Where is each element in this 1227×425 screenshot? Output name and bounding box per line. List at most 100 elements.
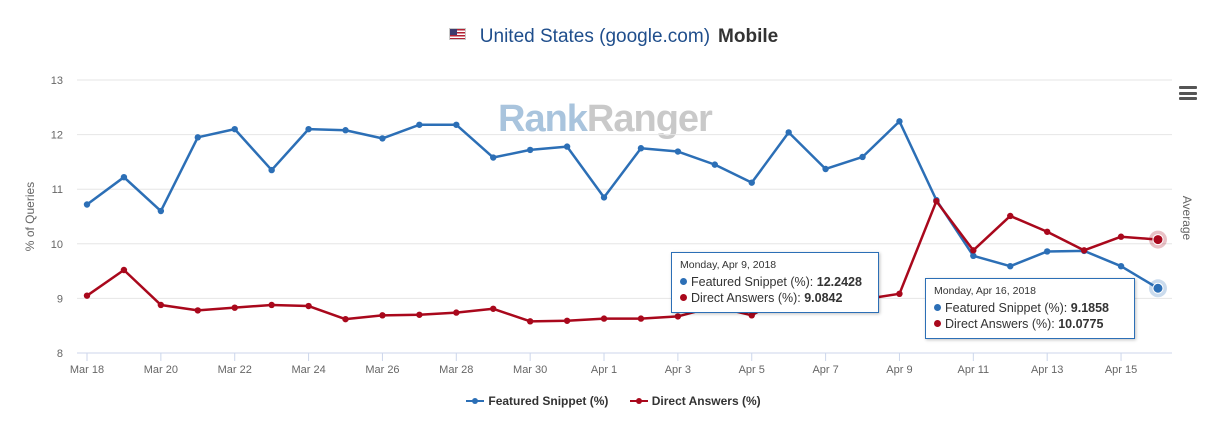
data-point[interactable] xyxy=(526,146,534,154)
x-tick-label: Apr 11 xyxy=(958,364,990,376)
data-point[interactable] xyxy=(268,166,275,174)
data-point[interactable] xyxy=(970,247,977,254)
data-point[interactable] xyxy=(711,161,719,168)
data-point[interactable] xyxy=(859,153,866,161)
tooltip-value: 10.0775 xyxy=(1058,317,1104,331)
data-point[interactable] xyxy=(416,311,423,318)
tooltip-apr-16: Monday, Apr 16, 2018 Featured Snippet (%… xyxy=(925,278,1135,339)
hamburger-menu-icon[interactable] xyxy=(1179,86,1197,100)
y-tick-label: 13 xyxy=(51,75,63,87)
featured-snippet-dot-icon xyxy=(680,278,687,285)
data-point[interactable] xyxy=(748,312,755,319)
x-tick-label: Apr 13 xyxy=(1031,364,1063,376)
legend-item-direct-answers[interactable]: Direct Answers (%) xyxy=(629,394,761,408)
x-tick-label: Apr 1 xyxy=(591,364,617,376)
data-point[interactable] xyxy=(748,179,755,186)
tooltip-row-direct: Direct Answers (%): 9.0842 xyxy=(680,290,870,306)
legend-line-marker-icon xyxy=(629,396,648,406)
data-point[interactable] xyxy=(305,302,312,310)
data-point[interactable] xyxy=(342,315,349,323)
tooltip-row-featured: Featured Snippet (%): 9.1858 xyxy=(934,300,1126,316)
data-point[interactable] xyxy=(231,304,238,311)
data-point[interactable] xyxy=(896,290,903,298)
data-point[interactable] xyxy=(1007,212,1014,220)
y-tick-label: 12 xyxy=(51,130,63,142)
data-point[interactable] xyxy=(674,148,682,155)
data-point[interactable] xyxy=(268,301,275,309)
data-point[interactable] xyxy=(453,309,460,316)
x-tick-label: Mar 24 xyxy=(291,364,325,376)
grid-lines xyxy=(77,79,1172,354)
data-point[interactable] xyxy=(194,134,201,141)
data-point[interactable] xyxy=(342,127,349,134)
direct-answers-dot-icon xyxy=(680,294,687,301)
data-point[interactable] xyxy=(600,315,608,322)
data-point[interactable] xyxy=(490,154,497,161)
data-point[interactable] xyxy=(194,307,201,314)
x-tick-label: Apr 7 xyxy=(812,364,838,376)
data-point[interactable] xyxy=(970,252,977,260)
data-point[interactable] xyxy=(1117,262,1125,270)
data-point[interactable] xyxy=(305,125,312,133)
series-line-1[interactable] xyxy=(85,199,1160,323)
us-flag-icon xyxy=(448,28,466,40)
y-axis-label: % of Queries xyxy=(23,182,37,251)
x-axis: Mar 18 Mar 20 Mar 22 Mar 24 Mar 26 Mar 28 Mar … xyxy=(70,353,1137,376)
x-tick-label: Apr 9 xyxy=(886,364,912,376)
x-tick-label: Mar 26 xyxy=(365,364,399,376)
x-tick-label: Mar 20 xyxy=(144,364,178,376)
data-point[interactable] xyxy=(1080,247,1088,254)
data-point[interactable] xyxy=(1043,248,1051,255)
tooltip-row-direct: Direct Answers (%): 10.0775 xyxy=(934,316,1126,332)
data-point[interactable] xyxy=(453,121,460,128)
y-tick-label: 8 xyxy=(57,348,63,360)
rankranger-watermark: RankRanger xyxy=(498,98,713,141)
direct-answers-dot-icon xyxy=(934,320,941,327)
data-point[interactable] xyxy=(1117,233,1125,240)
legend-item-featured-snippet[interactable]: Featured Snippet (%) xyxy=(466,394,608,408)
data-point[interactable] xyxy=(674,313,682,320)
y-tick-label: 9 xyxy=(57,293,63,305)
y-axis: 8 9 10 11 12 13 xyxy=(51,75,63,360)
data-point[interactable] xyxy=(379,135,386,142)
data-point[interactable] xyxy=(157,207,165,215)
data-point[interactable] xyxy=(1043,228,1051,235)
data-point[interactable] xyxy=(1007,262,1014,270)
y-tick-label: 11 xyxy=(52,184,63,196)
data-point[interactable] xyxy=(1152,282,1164,294)
data-point[interactable] xyxy=(490,305,497,312)
x-tick-label: Apr 5 xyxy=(739,364,765,376)
data-point[interactable] xyxy=(120,266,128,274)
legend-label: Direct Answers (%) xyxy=(651,394,761,408)
data-point[interactable] xyxy=(563,317,571,324)
data-point[interactable] xyxy=(416,121,423,128)
data-point[interactable] xyxy=(785,129,792,136)
title-device: Mobile xyxy=(718,26,779,47)
title-country: United States (google.com) xyxy=(479,26,711,47)
x-tick-label: Mar 30 xyxy=(513,364,547,376)
data-point[interactable] xyxy=(600,194,608,201)
data-point[interactable] xyxy=(83,292,91,299)
tooltip-value: 9.1858 xyxy=(1070,301,1109,315)
data-point[interactable] xyxy=(637,315,645,322)
series-line-0[interactable] xyxy=(85,120,1160,290)
data-point[interactable] xyxy=(231,125,238,133)
data-point[interactable] xyxy=(157,301,165,309)
data-point[interactable] xyxy=(120,173,128,181)
legend-label: Featured Snippet (%) xyxy=(488,394,609,408)
data-point[interactable] xyxy=(637,145,645,152)
tooltip-row-featured: Featured Snippet (%): 12.2428 xyxy=(680,274,870,290)
data-point[interactable] xyxy=(1152,234,1164,246)
data-point[interactable] xyxy=(896,118,903,125)
data-point[interactable] xyxy=(933,198,940,205)
tooltip-date: Monday, Apr 16, 2018 xyxy=(934,285,1036,297)
data-point[interactable] xyxy=(822,165,829,173)
chart-legend: Featured Snippet (%) Direct Answers (%) xyxy=(0,394,1227,408)
x-tick-label: Apr 15 xyxy=(1105,364,1137,376)
data-point[interactable] xyxy=(379,312,386,319)
data-point[interactable] xyxy=(83,201,91,208)
tooltip-label: Featured Snippet (%): xyxy=(691,275,817,289)
watermark-part-rank: Rank xyxy=(498,98,588,140)
data-point[interactable] xyxy=(526,318,534,325)
data-point[interactable] xyxy=(563,143,571,150)
